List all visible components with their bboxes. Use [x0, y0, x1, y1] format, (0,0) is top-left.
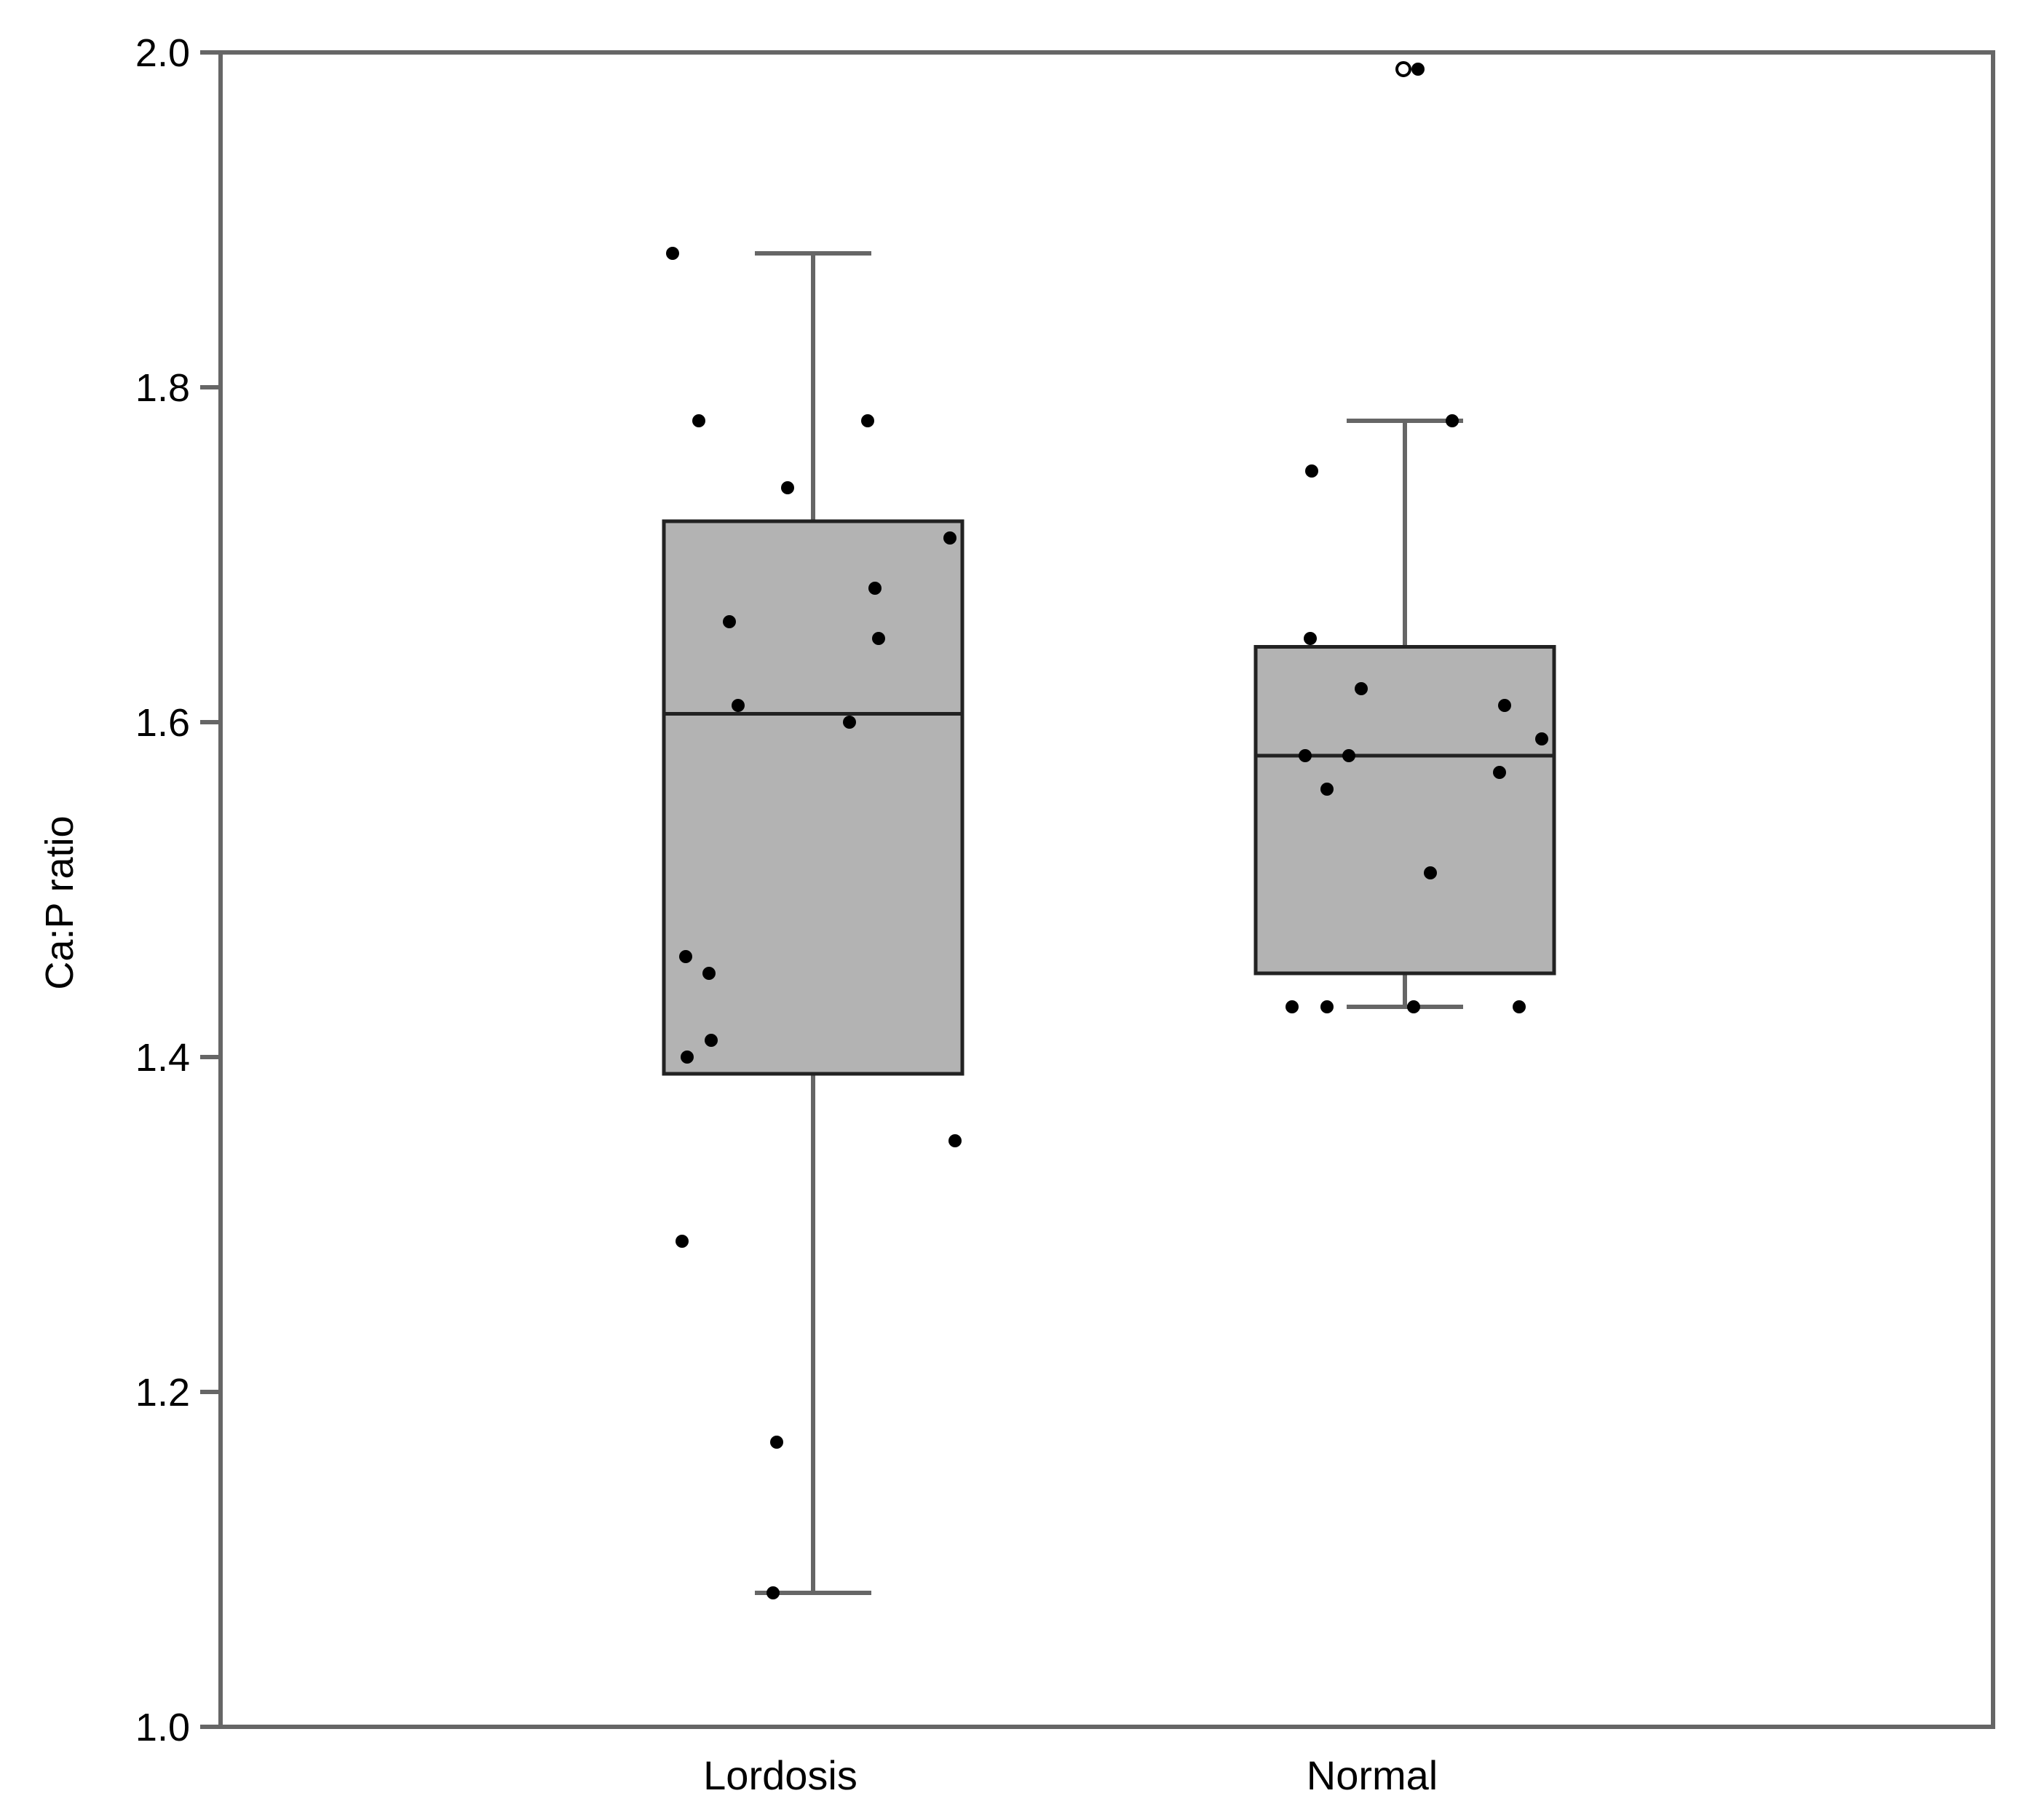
data-point-normal: [1498, 699, 1511, 712]
data-point-normal: [1424, 866, 1437, 879]
data-point-normal: [1407, 1000, 1420, 1013]
data-point-normal: [1305, 464, 1318, 478]
data-point-lordosis: [666, 247, 679, 260]
data-point-normal: [1342, 749, 1355, 762]
data-point-lordosis: [767, 1586, 780, 1599]
plot-frame-layer: [218, 50, 1995, 1729]
data-point-lordosis: [676, 1235, 689, 1248]
data-point-normal: [1493, 766, 1506, 779]
data-point-lordosis: [770, 1436, 783, 1449]
x-category-label-lordosis: Lordosis: [703, 1752, 857, 1798]
box-iqr: [662, 519, 964, 1076]
data-point-normal: [1513, 1000, 1526, 1013]
point-layer: [666, 63, 1548, 1599]
data-point-lordosis: [681, 1051, 694, 1064]
data-point-lordosis: [705, 1034, 718, 1047]
x-category-label-normal: Normal: [1307, 1752, 1438, 1798]
y-tick-label: 1.4: [135, 1036, 190, 1080]
data-point-normal: [1320, 1000, 1334, 1013]
data-point-lordosis: [679, 950, 692, 963]
y-axis-ticks: 1.0 1.2 1.4 1.6 1.8 2.0: [135, 31, 221, 1749]
y-tick-label: 1.8: [135, 366, 190, 410]
data-point-lordosis: [702, 967, 716, 980]
y-tick-label: 1.6: [135, 701, 190, 745]
data-point-lordosis: [948, 1134, 962, 1147]
data-point-normal: [1446, 414, 1459, 427]
data-point-normal: [1320, 783, 1334, 796]
data-point-lordosis: [843, 716, 856, 729]
data-point-normal: [1304, 632, 1317, 645]
category-labels: Lordosis Normal: [703, 1752, 1438, 1798]
data-point-lordosis: [868, 582, 882, 595]
box-group-lordosis: [662, 251, 964, 1595]
data-point-lordosis: [861, 414, 874, 427]
data-point-normal: [1355, 682, 1368, 695]
box-layer: [662, 61, 1556, 1595]
plot-frame: [218, 50, 1995, 1729]
y-tick-label: 2.0: [135, 31, 190, 75]
data-point-lordosis: [781, 481, 794, 494]
y-tick-label: 1.0: [135, 1706, 190, 1749]
data-point-normal: [1535, 732, 1548, 745]
box-group-normal: [1253, 61, 1556, 1009]
outlier-marker: [1395, 61, 1411, 77]
y-tick-label: 1.2: [135, 1371, 190, 1415]
data-point-lordosis: [692, 414, 705, 427]
data-point-normal: [1299, 749, 1312, 762]
data-point-lordosis: [732, 699, 745, 712]
data-point-normal: [1411, 63, 1425, 76]
data-point-lordosis: [943, 531, 956, 545]
data-point-lordosis: [723, 615, 736, 628]
y-axis-title: Ca:P ratio: [38, 815, 82, 989]
data-point-lordosis: [872, 632, 885, 645]
box-iqr: [1253, 645, 1556, 976]
data-point-normal: [1286, 1000, 1299, 1013]
